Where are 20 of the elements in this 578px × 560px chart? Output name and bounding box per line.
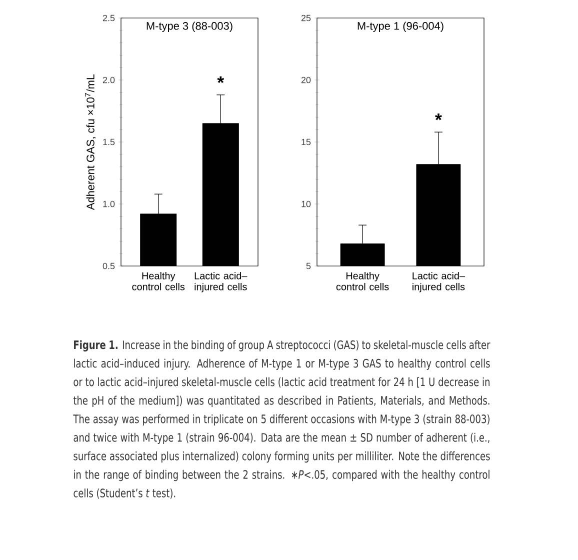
y-tick-label: 20 [301, 76, 311, 84]
y-tick-label: 10 [302, 200, 311, 208]
y-axis-title: Adherent GAS, cfu ×10$^{7}$/mL [85, 74, 96, 210]
text: Figure 1. Increase in the binding of group A streptococci (GAS) to skeletal-muscle cells after lactic acid–induced injury. Adherence of M-type 1 or M-type 3 GAS to healthy control cells or to lactic acid–injured skeletal-muscle cells (lactic acid treatment for 24 h [1 U decrease in the pH of the medium]) was quantitated as described in Patients, Materials, and Methods. The assay was performed in triplicate on 5 different occasions with M-type 3 (strain 88-003) and twice with M-type 1 (strain 96-004). Data are the mean ± SD number of adherent (i.e., surface associated plus internalized) colony forming units per milliliter. Note the differences in the range of binding between the 2 strains. ∗P<.05, compared with the healthy control cells (Student’s t test). [73, 340, 490, 499]
chart-title: M-type 3 (88-003) [146, 22, 232, 32]
chart-title: M-type 1 (96-004) [358, 22, 444, 32]
x-tick-label: Lactic acid–injured cells [194, 272, 248, 292]
y-tick-label: 5 [306, 262, 311, 270]
annotation: * [217, 76, 224, 84]
y-tick-label: 0.5 [102, 262, 115, 270]
x-tick-label: Lactic acid–injured cells [412, 272, 466, 292]
y-tick-label: 2.0 [102, 76, 115, 84]
annotation: * [435, 114, 442, 120]
x-tick-label: Healthy control cells [132, 272, 185, 290]
y-tick-label: 1.0 [103, 200, 115, 208]
y-tick-label: 1.5 [103, 138, 115, 146]
y-tick-label: 15 [302, 138, 311, 146]
y-tick-label: 2.5 [102, 14, 115, 22]
y-tick-label: 25 [301, 14, 311, 22]
x-tick-label: Healthy control cells [336, 272, 389, 290]
